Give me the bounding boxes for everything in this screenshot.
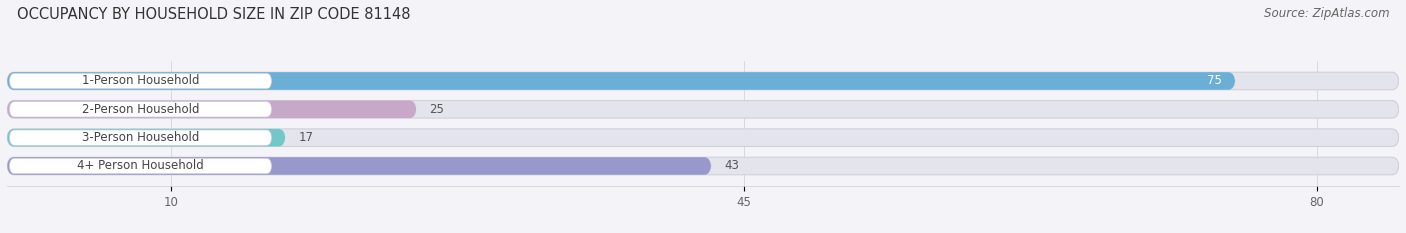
Text: 43: 43	[724, 160, 740, 172]
Text: 25: 25	[429, 103, 444, 116]
Text: Source: ZipAtlas.com: Source: ZipAtlas.com	[1264, 7, 1389, 20]
Text: 2-Person Household: 2-Person Household	[82, 103, 200, 116]
FancyBboxPatch shape	[7, 100, 1399, 118]
Text: 3-Person Household: 3-Person Household	[82, 131, 200, 144]
FancyBboxPatch shape	[7, 157, 711, 175]
FancyBboxPatch shape	[10, 102, 271, 117]
Text: 75: 75	[1208, 75, 1222, 87]
FancyBboxPatch shape	[7, 72, 1236, 90]
FancyBboxPatch shape	[10, 158, 271, 174]
FancyBboxPatch shape	[10, 73, 271, 89]
Text: 17: 17	[298, 131, 314, 144]
Text: 1-Person Household: 1-Person Household	[82, 75, 200, 87]
FancyBboxPatch shape	[7, 129, 285, 147]
FancyBboxPatch shape	[7, 157, 1399, 175]
FancyBboxPatch shape	[7, 129, 1399, 147]
FancyBboxPatch shape	[7, 72, 1399, 90]
Text: OCCUPANCY BY HOUSEHOLD SIZE IN ZIP CODE 81148: OCCUPANCY BY HOUSEHOLD SIZE IN ZIP CODE …	[17, 7, 411, 22]
Text: 4+ Person Household: 4+ Person Household	[77, 160, 204, 172]
FancyBboxPatch shape	[7, 100, 416, 118]
FancyBboxPatch shape	[10, 130, 271, 145]
